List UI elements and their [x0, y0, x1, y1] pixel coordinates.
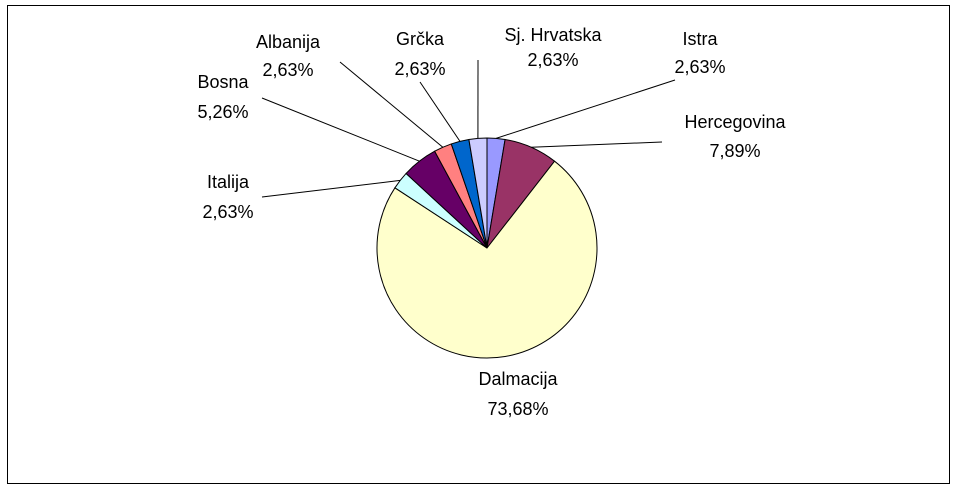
slice-label: Bosna — [197, 72, 249, 92]
leader-line — [419, 81, 461, 142]
slice-value-label: 73,68% — [487, 399, 548, 419]
leader-line — [531, 141, 663, 148]
slice-label: Dalmacija — [478, 369, 558, 389]
slice-value-label: 5,26% — [197, 102, 248, 122]
leader-line — [261, 179, 401, 198]
slice-value-label: 2,63% — [674, 57, 725, 77]
pie-slice — [376, 160, 598, 359]
slice-value-label: 2,63% — [202, 202, 253, 222]
slice-label: Sj. Hrvatska — [504, 25, 602, 45]
leader-line — [495, 79, 676, 139]
slice-label: Albanija — [256, 32, 321, 52]
leader-line — [339, 61, 444, 148]
leader-line — [261, 97, 420, 162]
slice-label: Hercegovina — [684, 112, 786, 132]
slice-value-label: 2,63% — [527, 50, 578, 70]
slice-label: Grčka — [396, 29, 445, 49]
slice-value-label: 7,89% — [709, 141, 760, 161]
slice-value-label: 2,63% — [394, 59, 445, 79]
slice-label: Istra — [682, 29, 718, 49]
slice-label: Italija — [207, 172, 250, 192]
slice-value-label: 2,63% — [262, 60, 313, 80]
